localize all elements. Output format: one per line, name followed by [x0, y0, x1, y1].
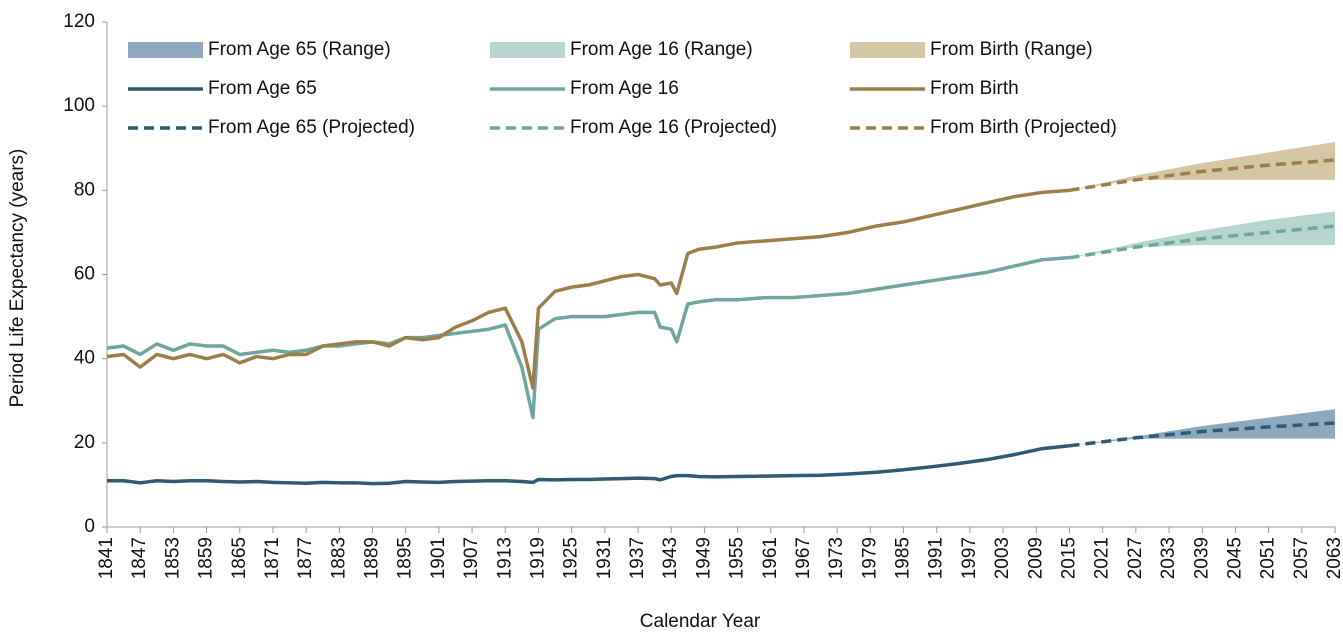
x-tick-label: 1955 [727, 537, 748, 579]
x-tick-label: 1853 [162, 537, 183, 579]
x-tick-label: 1937 [627, 537, 648, 579]
y-tick-label: 40 [74, 348, 95, 369]
x-tick-label: 1871 [262, 537, 283, 579]
x-tick-label: 1991 [926, 537, 947, 579]
x-tick-label: 2051 [1258, 537, 1279, 579]
projected-line [1069, 158, 1336, 193]
legend-label: From Age 16 (Range) [570, 39, 753, 60]
x-tick-label: 1925 [561, 537, 582, 579]
projected-line [1069, 421, 1336, 448]
legend-swatch [128, 42, 203, 58]
x-tick-label: 1949 [693, 537, 714, 579]
x-tick-label: 2063 [1324, 537, 1343, 579]
x-tick-label: 1859 [196, 537, 217, 579]
x-tick-label: 1961 [760, 537, 781, 579]
y-tick-label: 80 [74, 179, 95, 200]
line [106, 188, 1070, 390]
y-tick-label: 100 [63, 95, 95, 116]
legend-box [118, 32, 1176, 145]
legend-label: From Birth [930, 78, 1019, 99]
x-tick-label: 1973 [826, 537, 847, 579]
y-tick-label: 120 [63, 11, 95, 32]
x-tick-label: 2015 [1059, 537, 1080, 579]
legend-label: From Birth (Projected) [930, 117, 1117, 138]
x-tick-label: 2033 [1158, 537, 1179, 579]
x-tick-label: 2039 [1191, 537, 1212, 579]
x-tick-label: 1967 [793, 537, 814, 579]
legend-label: From Age 16 (Projected) [570, 117, 777, 138]
x-axis-label: Calendar Year [640, 611, 761, 632]
x-tick-label: 2021 [1092, 537, 1113, 579]
y-tick-label: 0 [84, 516, 95, 537]
projected-line [1069, 224, 1336, 260]
x-tick-label: 1883 [328, 537, 349, 579]
x-tick-label: 1919 [527, 537, 548, 579]
x-tick-label: 1979 [859, 537, 880, 579]
x-tick-label: 1907 [461, 537, 482, 579]
x-tick-label: 1877 [295, 537, 316, 579]
x-tick-label: 2003 [992, 537, 1013, 579]
y-axis-label: Period Life Expectancy (years) [7, 149, 28, 408]
x-tick-label: 1847 [129, 537, 150, 579]
legend-label: From Age 16 [570, 78, 679, 99]
x-tick-label: 2045 [1224, 537, 1245, 579]
legend-swatch [490, 42, 565, 58]
x-tick-label: 1841 [96, 537, 117, 579]
x-tick-label: 1895 [395, 537, 416, 579]
x-tick-label: 1997 [959, 537, 980, 579]
legend-label: From Age 65 (Range) [208, 39, 391, 60]
x-tick-label: 2027 [1125, 537, 1146, 579]
legend-label: From Age 65 (Projected) [208, 117, 415, 138]
legend-label: From Birth (Range) [930, 39, 1093, 60]
legend-swatch [850, 42, 925, 58]
x-tick-label: 1913 [494, 537, 515, 579]
x-tick-label: 1985 [893, 537, 914, 579]
line [106, 255, 1070, 420]
x-tick-label: 1901 [428, 537, 449, 579]
x-tick-label: 1943 [660, 537, 681, 579]
x-tick-label: 2009 [1025, 537, 1046, 579]
line [107, 444, 1070, 486]
y-tick-label: 20 [74, 432, 95, 453]
x-tick-label: 1889 [362, 537, 383, 579]
x-tick-label: 1865 [229, 537, 250, 579]
x-tick-label: 2057 [1291, 537, 1312, 579]
legend-label: From Age 65 [208, 78, 317, 99]
x-tick-label: 1931 [594, 537, 615, 579]
y-tick-label: 60 [74, 264, 95, 285]
